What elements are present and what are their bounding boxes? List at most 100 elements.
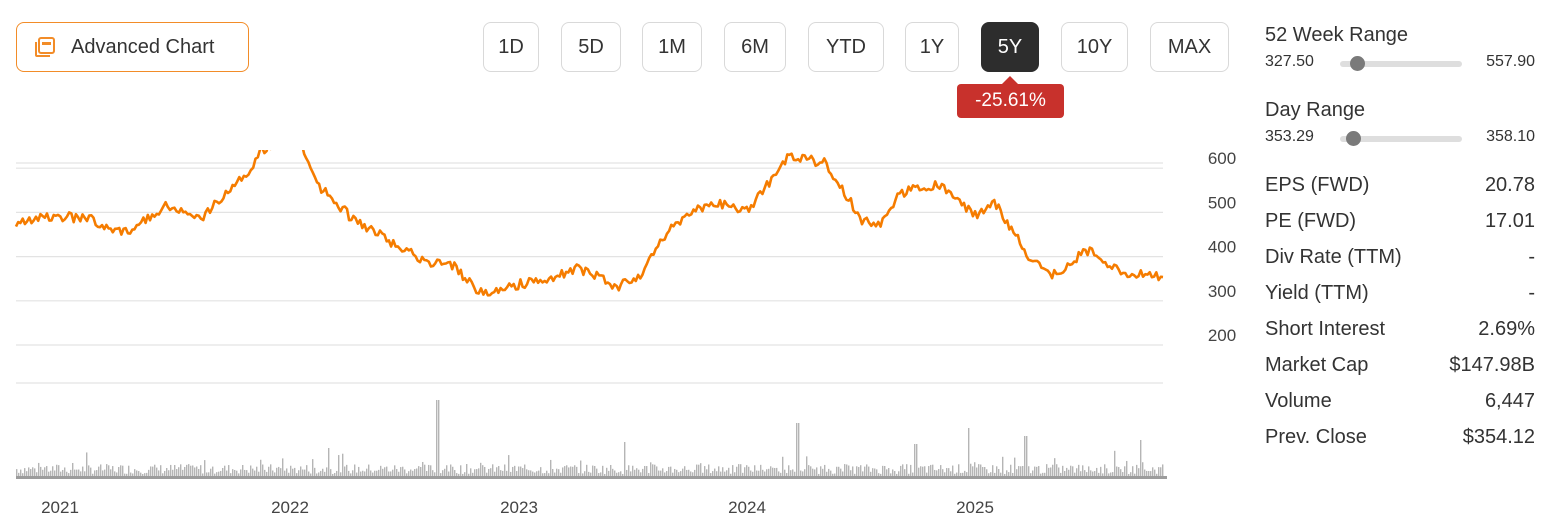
volume-bar bbox=[1108, 473, 1110, 478]
volume-bar bbox=[970, 463, 972, 478]
volume-bar bbox=[412, 470, 414, 478]
volume-bar bbox=[322, 468, 324, 478]
volume-bar bbox=[964, 470, 966, 478]
volume-bar bbox=[832, 473, 834, 478]
volume-bar bbox=[302, 469, 304, 478]
volume-bar bbox=[378, 469, 380, 478]
range-button-5y[interactable]: 5Y bbox=[981, 22, 1039, 72]
volume-bar bbox=[626, 469, 628, 478]
range-button-max[interactable]: MAX bbox=[1150, 22, 1229, 72]
volume-bar bbox=[636, 468, 638, 478]
volume-bar bbox=[1038, 466, 1040, 478]
range-button-5d[interactable]: 5D bbox=[561, 22, 621, 72]
volume-bar bbox=[870, 471, 872, 478]
volume-bar bbox=[852, 466, 854, 478]
volume-bar bbox=[118, 467, 120, 478]
chart-window-icon bbox=[33, 35, 57, 59]
range-button-1d[interactable]: 1D bbox=[483, 22, 539, 72]
day-range-low: 353.29 bbox=[1265, 128, 1314, 145]
volume-bar bbox=[196, 466, 198, 478]
volume-bar bbox=[744, 467, 746, 478]
volume-bar bbox=[1024, 436, 1026, 478]
volume-bar bbox=[1102, 473, 1104, 478]
volume-bar bbox=[50, 470, 52, 478]
volume-bar bbox=[1116, 466, 1118, 478]
volume-bar bbox=[226, 470, 228, 478]
price-chart[interactable]: 200 300 400 500 600 2021 2022 2023 2024 2025 bbox=[0, 150, 1240, 528]
range-button-1m[interactable]: 1M bbox=[642, 22, 702, 72]
stat-value: 20.78 bbox=[1484, 174, 1535, 196]
volume-bar bbox=[366, 468, 368, 478]
volume-bar bbox=[60, 471, 62, 478]
volume-bar bbox=[526, 469, 528, 478]
volume-bar bbox=[612, 468, 614, 478]
volume-bar bbox=[892, 469, 894, 478]
volume-bar bbox=[546, 470, 548, 478]
volume-bar bbox=[374, 470, 376, 478]
stat-label: Market Cap bbox=[1265, 354, 1369, 376]
volume-bar bbox=[140, 472, 142, 478]
volume-bar bbox=[94, 470, 96, 478]
volume-bar bbox=[188, 464, 190, 478]
volume-bar bbox=[284, 470, 286, 478]
volume-bar bbox=[454, 470, 456, 478]
stat-yield-ttm: Yield (TTM) - bbox=[1265, 282, 1535, 308]
volume-bar bbox=[818, 473, 820, 478]
volume-bar bbox=[906, 464, 908, 478]
range-button-10y[interactable]: 10Y bbox=[1061, 22, 1128, 72]
volume-bar bbox=[948, 468, 950, 478]
volume-bar bbox=[986, 469, 988, 478]
volume-bar bbox=[430, 465, 432, 478]
volume-bar bbox=[764, 471, 766, 478]
volume-bar bbox=[252, 468, 254, 478]
range-button-ytd[interactable]: YTD bbox=[808, 22, 884, 72]
volume-bar bbox=[570, 466, 572, 478]
volume-bar bbox=[202, 473, 204, 478]
volume-bar bbox=[198, 468, 200, 478]
volume-bar bbox=[860, 465, 862, 478]
range-button-6m[interactable]: 6M bbox=[724, 22, 786, 72]
volume-bar bbox=[908, 473, 910, 478]
volume-bar bbox=[760, 464, 762, 478]
volume-bar bbox=[1058, 467, 1060, 478]
volume-bar bbox=[1030, 473, 1032, 478]
volume-bar bbox=[328, 448, 330, 478]
volume-bar bbox=[238, 473, 240, 478]
volume-bar bbox=[618, 472, 620, 478]
volume-bar bbox=[1092, 471, 1094, 478]
volume-bar bbox=[932, 464, 934, 478]
volume-bar bbox=[358, 466, 360, 478]
volume-bar bbox=[794, 471, 796, 478]
volume-bar bbox=[898, 471, 900, 478]
advanced-chart-button[interactable]: Advanced Chart bbox=[16, 22, 249, 72]
volume-bar bbox=[552, 468, 554, 478]
volume-bar bbox=[44, 467, 46, 478]
volume-bar bbox=[802, 471, 804, 478]
volume-bar bbox=[786, 472, 788, 478]
volume-bar bbox=[354, 464, 356, 478]
volume-bar bbox=[254, 470, 256, 478]
volume-bar bbox=[682, 468, 684, 478]
volume-bar bbox=[946, 468, 948, 478]
volume-bar bbox=[1072, 466, 1074, 478]
volume-bar bbox=[564, 466, 566, 478]
stat-value: $147.98B bbox=[1449, 354, 1535, 376]
volume-bar bbox=[136, 470, 138, 478]
volume-bar bbox=[464, 472, 466, 478]
volume-bar bbox=[1046, 464, 1048, 478]
volume-bar bbox=[206, 472, 208, 478]
range-button-1y[interactable]: 1Y bbox=[905, 22, 959, 72]
volume-bar bbox=[1006, 470, 1008, 478]
volume-bar bbox=[940, 465, 942, 478]
volume-bar bbox=[484, 466, 486, 478]
volume-bar bbox=[356, 472, 358, 478]
volume-bar bbox=[380, 465, 382, 478]
volume-bar bbox=[994, 472, 996, 478]
volume-bar bbox=[92, 473, 94, 478]
volume-bar bbox=[1016, 469, 1018, 478]
volume-bar bbox=[562, 467, 564, 478]
volume-bar bbox=[400, 467, 402, 478]
volume-bar bbox=[90, 467, 92, 478]
volume-bar bbox=[442, 470, 444, 478]
volume-bar bbox=[1048, 467, 1050, 478]
